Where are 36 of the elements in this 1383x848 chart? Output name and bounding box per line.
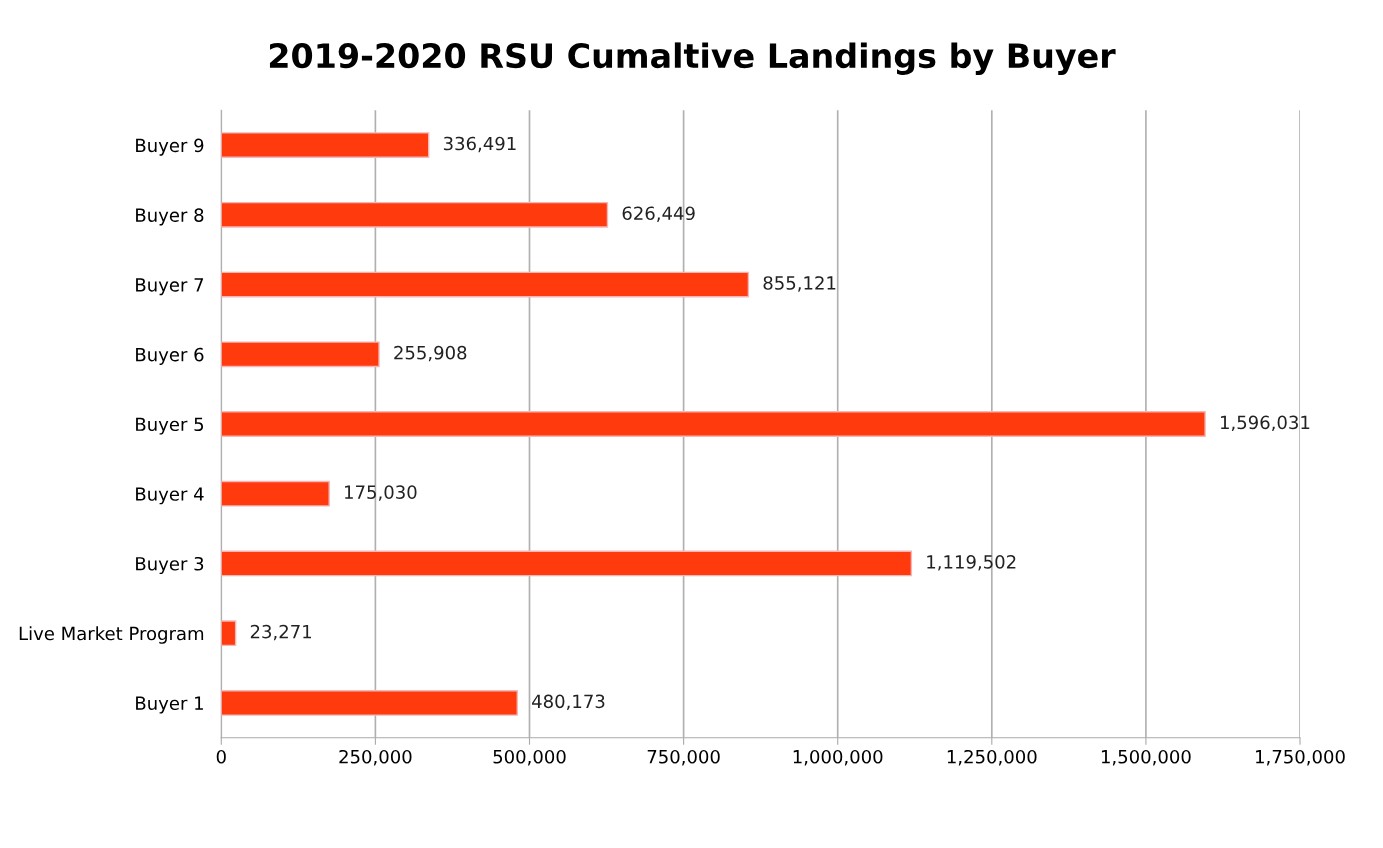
- data-label: 336,491: [443, 136, 516, 153]
- bar: [221, 201, 609, 228]
- y-tick-label: Buyer 4: [136, 487, 204, 505]
- bar: [221, 411, 1206, 437]
- x-tick-label: 750,000: [647, 749, 720, 766]
- data-label: 175,030: [345, 485, 417, 501]
- data-label: 255,908: [394, 345, 467, 362]
- bar: [221, 480, 330, 507]
- x-tick-label: 1,250,000: [947, 749, 1037, 766]
- bar: [221, 550, 913, 577]
- y-tick-label: Buyer 5: [136, 417, 204, 435]
- x-tick-label: 1,750,000: [1256, 749, 1345, 766]
- bar: [221, 271, 750, 298]
- y-tick-label: Buyer 3: [136, 556, 204, 575]
- y-tick-label: Buyer 6: [136, 347, 204, 365]
- y-tick-label: Live Market Program: [19, 626, 204, 644]
- y-tick-label: Buyer 7: [136, 278, 204, 296]
- data-label: 1,119,502: [927, 555, 1016, 571]
- bar: [221, 690, 518, 716]
- y-tick-label: Buyer 8: [136, 208, 204, 226]
- data-label: 626,449: [622, 206, 695, 222]
- bar: [221, 132, 430, 158]
- bar: [221, 341, 380, 368]
- bar: [221, 620, 237, 647]
- data-label: 1,596,031: [1220, 415, 1310, 432]
- chart-title: 2019-2020 RSU Cumaltive Landings by Buyer: [269, 42, 1116, 75]
- x-tick-label: 0: [216, 749, 226, 764]
- data-label: 855,121: [763, 276, 836, 292]
- x-tick-label: 1,500,000: [1101, 749, 1191, 766]
- y-tick-label: Buyer 1: [136, 696, 203, 714]
- y-tick-label: Buyer 9: [136, 138, 204, 156]
- data-label: 480,173: [532, 694, 605, 710]
- x-tick-label: 500,000: [493, 749, 566, 766]
- x-tick-label: 250,000: [339, 749, 412, 766]
- data-label: 23,271: [250, 624, 312, 641]
- x-tick-label: 1,000,000: [793, 749, 883, 766]
